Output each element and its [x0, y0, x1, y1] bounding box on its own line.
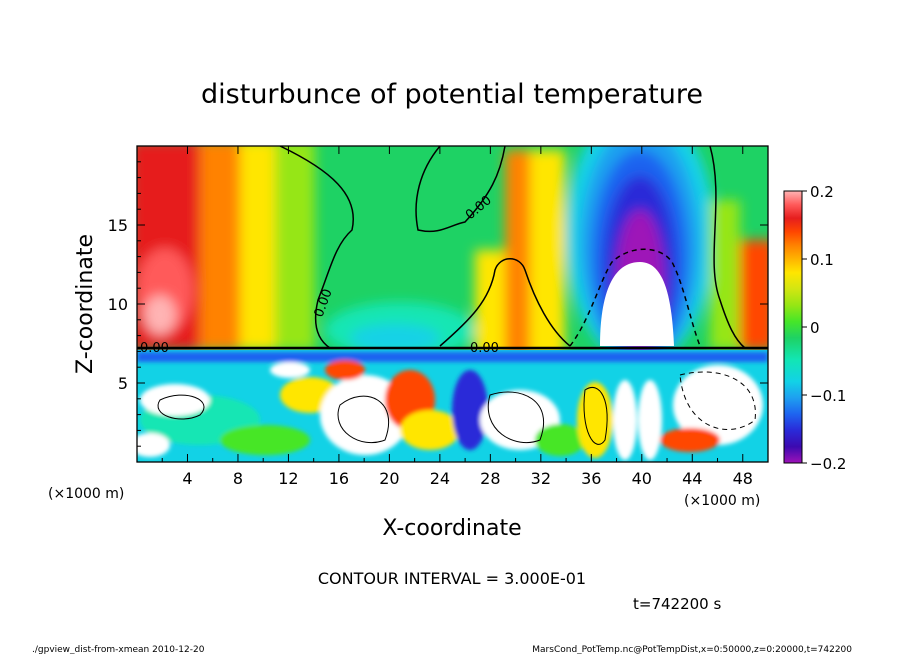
- field-yellow-mid2: [530, 150, 565, 360]
- x-tick-label: 36: [581, 469, 601, 488]
- field-cyan-mid: [350, 324, 440, 352]
- contour-neg-1: [569, 248, 701, 347]
- contour-zero-2: [415, 146, 506, 233]
- colorbar-ticks: 0.2 0.1 0 −0.1 −0.2: [802, 183, 846, 473]
- x-tick-label: 28: [480, 469, 500, 488]
- x-tick-label: 8: [233, 469, 243, 488]
- colorbar: [783, 190, 803, 464]
- x-tick-label: 32: [531, 469, 551, 488]
- field-orange-left: [200, 146, 245, 350]
- blob-18: [325, 360, 365, 380]
- colorbar-tick-label: −0.2: [810, 455, 846, 473]
- x-unit-label: (×1000 m): [684, 493, 760, 509]
- time-text: t=742200 s: [633, 595, 721, 613]
- colorbar-tick-label: −0.1: [810, 387, 846, 405]
- contour-zero-3: [439, 258, 571, 347]
- blob-3: [220, 425, 310, 455]
- x-tick-label: 16: [329, 469, 349, 488]
- colorbar-tick-label: 0: [810, 319, 820, 337]
- contour-low-2: [337, 395, 390, 444]
- x-axis-label: X-coordinate: [382, 516, 521, 541]
- contour-low-5: [583, 387, 608, 445]
- contour-lines: [137, 146, 768, 445]
- chart-title: disturbunce of potential temperature: [201, 79, 703, 110]
- field-pink-peak: [144, 295, 176, 335]
- x-tick-label: 20: [379, 469, 399, 488]
- blob-8: [452, 370, 488, 450]
- footer-right: MarsCond_PotTemp.nc@PotTempDist,x=0:5000…: [532, 645, 852, 654]
- blob-15: [660, 428, 720, 452]
- heatmap-field: 0.00 0.00 0.00 0.00: [137, 146, 768, 462]
- blob-10: [535, 424, 585, 456]
- contour-label-4: 0.00: [140, 341, 169, 356]
- field-yellow-left: [240, 146, 280, 350]
- contour-low-3: [487, 391, 545, 444]
- blob-14: [673, 365, 763, 445]
- blob-12: [613, 380, 637, 460]
- blob-11: [577, 382, 613, 458]
- x-tick-label: 44: [682, 469, 702, 488]
- x-tick-label: 24: [430, 469, 450, 488]
- y-tick-label: 5: [118, 374, 128, 393]
- field-white-core: [600, 262, 674, 346]
- blob-13: [638, 380, 662, 460]
- contour-zero-1: [279, 146, 354, 349]
- footer-left: ./gpview_dist-from-xmean 2010-12-20: [32, 645, 205, 654]
- x-tick-label: 48: [733, 469, 753, 488]
- contour-zero-4: [709, 146, 746, 349]
- blob-16: [137, 433, 170, 457]
- x-tick-label: 4: [182, 469, 192, 488]
- field-red-right: [735, 240, 768, 350]
- contour-interval-text: CONTOUR INTERVAL = 3.000E-01: [318, 569, 586, 588]
- x-tick-label: 12: [278, 469, 298, 488]
- contour-low-4: [679, 371, 756, 430]
- blob-7: [400, 410, 460, 450]
- colorbar-tick-label: 0.1: [810, 251, 834, 269]
- x-tick-label: 40: [632, 469, 652, 488]
- contour-low-1: [157, 394, 205, 420]
- blob-17: [270, 362, 310, 378]
- field-lime-left: [275, 146, 315, 350]
- y-tick-label: 10: [108, 295, 128, 314]
- y-ticks: 5 10 15: [108, 161, 768, 447]
- contour-label-3: 0.00: [470, 341, 499, 356]
- x-ticks: 4 8 12 16 20 24 28 32 36 40 44 48: [161, 146, 753, 488]
- y-unit-label: (×1000 m): [48, 486, 124, 502]
- colorbar-tick-label: 0.2: [810, 183, 834, 201]
- field-lower-band: [137, 352, 768, 362]
- blob-2: [140, 384, 210, 416]
- y-axis-label: Z-coordinate: [73, 234, 98, 374]
- y-tick-label: 15: [108, 216, 128, 235]
